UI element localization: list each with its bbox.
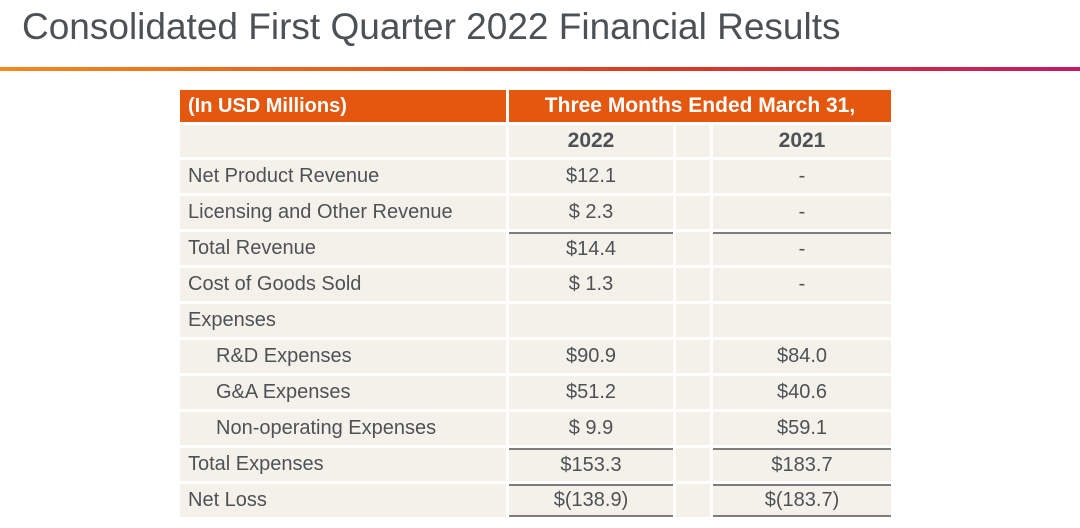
value-2021-row-7: $59.1: [713, 412, 891, 445]
row-gap-spacer-3: [676, 268, 710, 301]
value-2022-row-6: $51.2: [509, 376, 673, 409]
value-2022-row-3: $ 1.3: [509, 268, 673, 301]
row-label-7: Non-operating Expenses: [180, 412, 506, 445]
row-gap-spacer-4: [676, 304, 710, 337]
value-2022-row-5: $90.9: [509, 340, 673, 373]
row-gap-spacer-7: [676, 412, 710, 445]
column-header-2022: 2022: [509, 125, 673, 157]
row-gap-spacer-8: [676, 448, 710, 481]
year-row-gap-spacer: [676, 125, 710, 157]
row-label-0: Net Product Revenue: [180, 160, 506, 193]
row-gap-spacer-2: [676, 232, 710, 265]
column-header-2021: 2021: [713, 125, 891, 157]
value-2021-row-4: [713, 304, 891, 337]
value-2021-row-2: -: [713, 232, 891, 265]
value-2022-row-1: $ 2.3: [509, 196, 673, 229]
row-label-1: Licensing and Other Revenue: [180, 196, 506, 229]
row-label-4: Expenses: [180, 304, 506, 337]
row-label-2: Total Revenue: [180, 232, 506, 265]
value-2022-row-8: $153.3: [509, 448, 673, 481]
value-2021-row-0: -: [713, 160, 891, 193]
row-label-3: Cost of Goods Sold: [180, 268, 506, 301]
row-gap-spacer-1: [676, 196, 710, 229]
title-accent-rule: [0, 67, 1080, 71]
value-2021-row-5: $84.0: [713, 340, 891, 373]
row-label-9: Net Loss: [180, 484, 506, 517]
value-2022-row-7: $ 9.9: [509, 412, 673, 445]
row-label-8: Total Expenses: [180, 448, 506, 481]
row-gap-spacer-0: [676, 160, 710, 193]
row-gap-spacer-9: [676, 484, 710, 517]
financial-results-table: (In USD Millions) Three Months Ended Mar…: [180, 90, 892, 517]
value-2021-row-6: $40.6: [713, 376, 891, 409]
table-header-units: (In USD Millions): [180, 90, 506, 122]
value-2022-row-0: $12.1: [509, 160, 673, 193]
value-2022-row-4: [509, 304, 673, 337]
year-row-label-spacer: [180, 125, 506, 157]
table-header-period: Three Months Ended March 31,: [509, 90, 891, 122]
row-label-5: R&D Expenses: [180, 340, 506, 373]
value-2021-row-1: -: [713, 196, 891, 229]
value-2021-row-8: $183.7: [713, 448, 891, 481]
value-2021-row-3: -: [713, 268, 891, 301]
value-2022-row-9: $(138.9): [509, 484, 673, 517]
value-2021-row-9: $(183.7): [713, 484, 891, 517]
row-label-6: G&A Expenses: [180, 376, 506, 409]
row-gap-spacer-5: [676, 340, 710, 373]
value-2022-row-2: $14.4: [509, 232, 673, 265]
page-title: Consolidated First Quarter 2022 Financia…: [22, 6, 841, 47]
row-gap-spacer-6: [676, 376, 710, 409]
